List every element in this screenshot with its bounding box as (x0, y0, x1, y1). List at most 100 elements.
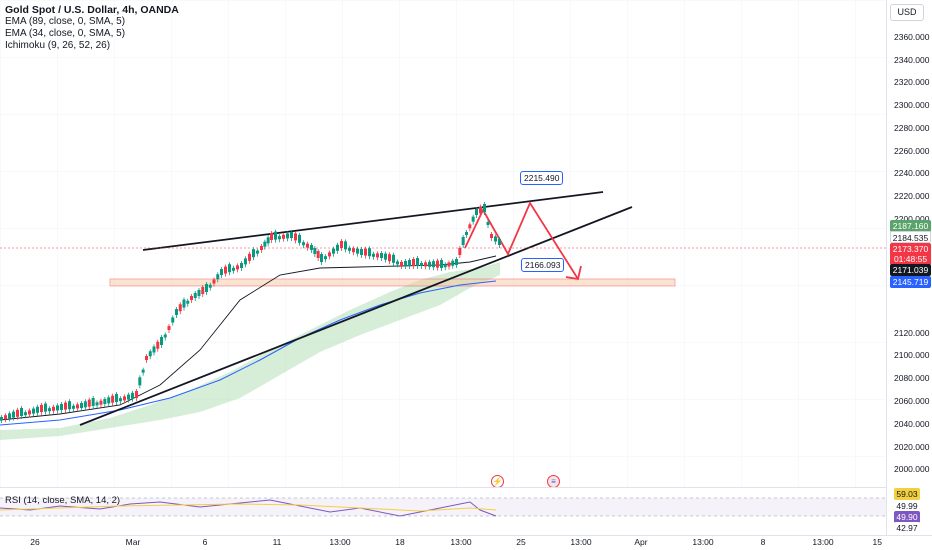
time-tick: 26 (30, 537, 40, 547)
time-tick: 13:00 (812, 537, 834, 547)
candle-body (99, 400, 103, 405)
time-tick: 13:00 (450, 537, 472, 547)
candle-body (163, 334, 167, 338)
candle-body (28, 410, 31, 415)
candle-body (107, 397, 111, 404)
candle-body (186, 300, 190, 304)
time-tick: 18 (395, 537, 405, 547)
candle-body (461, 237, 465, 245)
candle-body (72, 405, 75, 409)
rsi-legend[interactable]: RSI (14, close, SMA, 14, 2) (5, 495, 121, 506)
candle-body (306, 243, 309, 248)
candle-body (48, 408, 51, 412)
ichimoku-legend[interactable]: Ichimoku (9, 26, 52, 26) (5, 40, 111, 51)
candle-body (408, 260, 411, 266)
candle-body (40, 405, 43, 412)
time-tick: 15 (872, 537, 882, 547)
callout-lower[interactable]: 2166.093 (521, 258, 565, 272)
candle-body (298, 234, 301, 243)
candle-body (471, 216, 475, 222)
currency-button[interactable]: USD (890, 4, 924, 21)
candle-body (368, 248, 371, 257)
candle-body (20, 408, 23, 416)
ema34-legend[interactable]: EMA (34, close, 0, SMA, 5) (5, 28, 126, 39)
price-tick: 2300.000 (894, 100, 930, 110)
candle-body (344, 241, 347, 250)
candle-body (152, 346, 156, 353)
candle-body (328, 252, 331, 257)
time-tick: Apr (634, 537, 648, 547)
support-zone (109, 278, 676, 287)
candle-body (479, 206, 482, 214)
candle-body (290, 232, 293, 238)
candle-body (135, 391, 138, 398)
candle-body (205, 284, 208, 292)
price-tick: 2200.000 (894, 214, 930, 224)
price-tag: 2184.535 (890, 231, 931, 243)
candle-body (494, 236, 497, 242)
candle-body (310, 245, 313, 250)
candle-body (248, 253, 251, 261)
time-tick: 25 (516, 537, 526, 547)
price-tick: 2260.000 (894, 146, 930, 156)
price-tick: 2240.000 (894, 168, 930, 178)
candle-body (455, 259, 458, 265)
candle-body (384, 253, 387, 260)
candle-body (52, 406, 55, 411)
candle-body (232, 267, 235, 271)
candle-body (372, 253, 375, 257)
candle-body (443, 264, 447, 268)
candle-body (175, 309, 178, 315)
chart-legend: Gold Spot / U.S. Dollar, 4h, OANDA EMA (… (5, 4, 179, 52)
price-tick: 2100.000 (894, 350, 930, 360)
price-tick: 2220.000 (894, 191, 930, 201)
candle-body (432, 261, 435, 268)
time-tick: 13:00 (329, 537, 351, 547)
candle-body (216, 274, 220, 280)
price-tick: 2320.000 (894, 77, 930, 87)
time-tick: 13:00 (570, 537, 592, 547)
candle-body (376, 253, 379, 258)
price-tick: 2020.000 (894, 442, 930, 452)
candle-body (220, 269, 223, 275)
candle-body (404, 261, 407, 266)
candle-body (193, 293, 197, 298)
upper-trendline (142, 191, 604, 251)
projection-arrowhead (565, 265, 582, 281)
symbol-title[interactable]: Gold Spot / U.S. Dollar, 4h, OANDA (5, 4, 179, 16)
time-tick: 13:00 (692, 537, 714, 547)
callout-upper[interactable]: 2215.490 (520, 171, 564, 185)
candle-body (44, 403, 47, 412)
price-chart-canvas[interactable] (0, 0, 886, 487)
candle-body (356, 248, 359, 254)
candle-body (286, 233, 289, 239)
candle-body (148, 351, 152, 357)
candle-body (360, 249, 363, 255)
candle-body (115, 394, 118, 402)
candle-body (428, 261, 431, 267)
time-axis[interactable] (0, 535, 932, 550)
candle-body (274, 231, 277, 240)
candle-body (447, 262, 451, 267)
price-tick: 2120.000 (894, 328, 930, 338)
candle-body (424, 262, 427, 267)
candle-body (340, 241, 343, 248)
price-tag: 2145.719 (890, 276, 931, 288)
candle-body (103, 399, 107, 404)
price-tick: 2340.000 (894, 55, 930, 65)
candle-body (197, 290, 201, 296)
candle-body (156, 341, 160, 349)
candle-body (332, 248, 335, 254)
candle-body (4, 415, 7, 420)
candle-body (313, 248, 317, 254)
rsi-pane[interactable] (0, 487, 886, 535)
candle-body (388, 254, 391, 262)
candle-body (208, 284, 212, 288)
ema89-legend[interactable]: EMA (89, close, 0, SMA, 5) (5, 16, 126, 27)
projection-path (464, 201, 579, 280)
candle-body (420, 263, 423, 266)
candle-body (138, 377, 142, 386)
candle-body (244, 258, 247, 265)
candle-body (352, 248, 355, 253)
